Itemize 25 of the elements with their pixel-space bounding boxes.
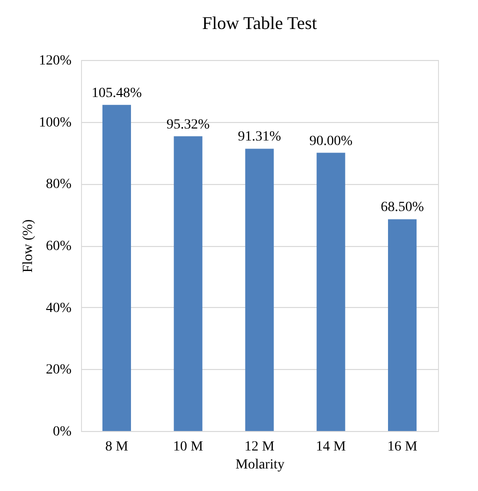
- x-tick-label: 10 M: [173, 440, 204, 454]
- data-label: 68.50%: [380, 200, 424, 216]
- bar: [102, 104, 131, 431]
- x-tick-label: 16 M: [387, 440, 418, 454]
- data-label: 91.31%: [238, 130, 282, 145]
- x-axis-title: Molarity: [236, 458, 284, 472]
- y-tick-label: 100%: [38, 115, 72, 130]
- y-tick-label: 60%: [46, 239, 72, 254]
- chart-title: Flow Table Test: [202, 13, 317, 33]
- y-tick-label: 0%: [52, 424, 72, 440]
- bar: [174, 136, 202, 431]
- bar: [388, 219, 417, 431]
- data-label: 95.32%: [166, 117, 210, 132]
- y-tick-label: 20%: [46, 362, 72, 378]
- x-tick-label: 14 M: [316, 440, 346, 454]
- y-tick-label: 80%: [46, 177, 72, 192]
- data-label: 105.48%: [92, 86, 142, 101]
- y-tick-label: 120%: [38, 54, 72, 68]
- y-tick-label: 40%: [46, 300, 72, 316]
- bar: [245, 148, 274, 431]
- x-tick-label: 8 M: [105, 440, 129, 454]
- data-label: 90.00%: [309, 134, 353, 149]
- x-tick-label: 12 M: [244, 440, 276, 454]
- bar: [316, 152, 346, 431]
- y-axis-title: Flow (%): [20, 219, 36, 273]
